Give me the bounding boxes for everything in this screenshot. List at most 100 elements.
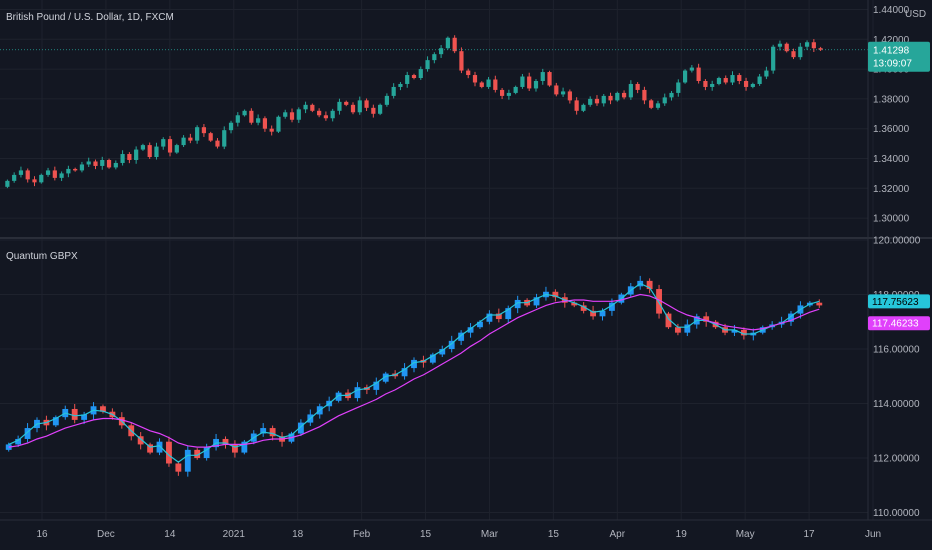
indicator-tick-label: 112.00000 [873,454,920,465]
price-candle-body [560,91,566,95]
price-candle-body [649,100,654,108]
time-tick-label: 18 [292,529,304,540]
price-candle-body [662,97,667,104]
price-candle-body [310,104,315,111]
price-candle-body [574,100,579,111]
price-candle-body [323,115,329,119]
price-candle-body [289,112,295,120]
indicator-candle-body [175,463,182,472]
price-tick-label: 1.42000 [873,35,910,46]
price-candle-body [283,112,288,117]
price-candle-body [222,130,227,147]
price-candle-body [703,80,708,87]
last-price-tag [868,41,930,72]
indicator-candle-body [15,438,22,445]
indicator-candle-body [222,438,229,445]
price-candle-body [215,140,220,147]
price-candle-body [5,180,10,187]
indicator-candle-body [269,428,276,437]
price-candle-body [466,70,471,76]
price-candle-body [642,89,647,101]
price-candle-body [100,159,105,166]
price-candle-body [364,100,369,108]
indicator-candle-body [100,406,106,412]
price-candle-body [716,78,722,84]
indicator-candle-body [194,449,201,459]
fast-line-tag [868,294,930,309]
price-candle-body [439,48,444,55]
indicator-candle-body [439,349,446,355]
price-candle-body [106,159,112,168]
price-candle-body [533,80,539,89]
price-candle-body [676,82,681,93]
price-candle-body [554,85,559,95]
indicator-tick-label: 110.00000 [873,508,920,519]
indicator-candle-body [354,387,361,399]
indicator-candle-body [477,321,483,328]
price-candle-body [350,104,356,113]
price-candle-body [201,127,207,134]
indicator-candle-body [740,329,747,336]
indicator-candle-body [703,316,710,322]
price-candle-body [764,70,769,77]
price-candle-body [743,80,749,87]
indicator-candle-body [373,381,380,390]
price-candle-body [811,42,816,49]
price-candle-body [235,115,240,123]
price-candle-body [32,179,37,183]
price-candle-body [499,89,505,96]
price-pane-title: British Pound / U.S. Dollar, 1D, FXCM [6,12,174,23]
price-candle-body [655,103,661,108]
time-tick-label: Mar [481,529,499,540]
indicator-candle-body [401,368,408,377]
indicator-candle-body [486,313,493,322]
price-candle-body [276,116,281,132]
time-axis[interactable]: 16 Dec 14 2021 18 Feb 15 Mar 15 Apr 19 May 17 Jun [36,529,881,540]
price-tick-label: 1.38000 [873,94,910,105]
price-candle-body [134,149,139,160]
price-candle-body [479,82,484,87]
price-candle-body [208,133,213,141]
indicator-tick-label: 120.00000 [873,236,921,247]
price-candle-body [411,75,417,79]
price-candle-body [547,72,552,86]
price-candle-body [73,168,78,171]
price-tick-label: 1.36000 [873,124,910,135]
indicator-tick-label: 116.00000 [873,345,920,356]
price-candle-body [113,162,118,168]
price-candle-body [723,78,728,83]
price-candle-body [757,76,762,84]
price-candle-body [127,154,132,160]
indicator-candle-body [656,289,662,314]
indicator-candle-body [788,313,794,322]
price-candle-body [486,79,491,87]
price-candle-body [330,110,335,119]
price-candle-body [784,43,789,52]
indicator-candle-body [166,441,172,464]
indicator-candle-body [646,280,653,290]
indicator-candle-body [81,414,88,420]
price-candle-body [615,92,620,101]
price-pane[interactable]: British Pound / U.S. Dollar, 1D, FXCM [0,12,868,189]
indicator-candle-body [609,302,615,311]
price-candle-body [12,174,17,181]
indicator-candle-body [429,354,436,363]
price-tick-label: 1.30000 [873,214,910,225]
indicator-candle-body [458,332,465,341]
price-candle-body [594,98,600,104]
price-candle-body [39,174,44,183]
price-candle-body [195,127,200,141]
price-candle-body [86,161,91,165]
price-candle-body [174,145,179,153]
price-tags: 1.41298 13:09:07 117.75623 117.46233 [868,41,930,331]
time-tick-label: Apr [610,529,626,540]
indicator-candle-body [505,308,512,320]
price-candle-body [296,109,301,120]
price-candle-body [520,76,525,87]
price-candle-body [798,46,803,58]
indicator-candle-body [137,436,144,445]
indicator-pane[interactable]: Quantum GBPX [5,251,823,477]
price-candles [5,35,823,189]
slow-line-tag [868,316,930,331]
